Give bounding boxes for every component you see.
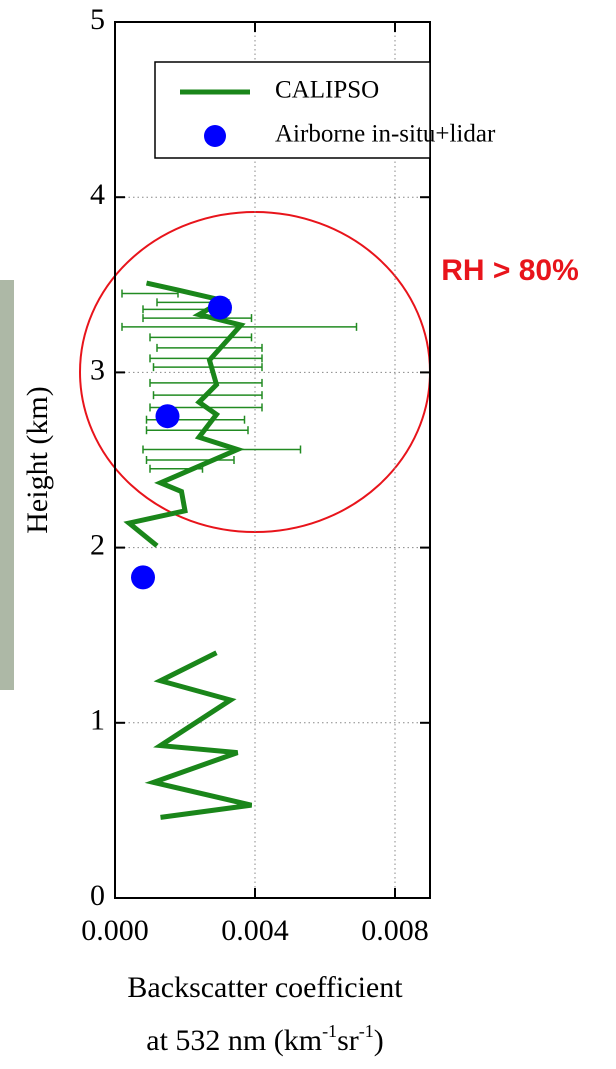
y-tick-label: 4 xyxy=(90,178,105,211)
annotation: RH > 80% xyxy=(441,254,579,287)
data-point xyxy=(208,295,232,320)
error-bar xyxy=(149,333,253,342)
x-tick-label: 0.008 xyxy=(361,914,429,947)
error-bar xyxy=(149,378,263,387)
error-bar xyxy=(142,314,253,323)
plot-frame xyxy=(114,21,431,899)
legend-label: Airborne in-situ+lidar xyxy=(275,121,496,148)
y-axis-label: Height (km) xyxy=(21,386,54,533)
y-tick-label: 1 xyxy=(90,704,105,737)
y-tick-label: 0 xyxy=(90,879,105,912)
x-axis-label: Backscatter coefficient xyxy=(127,971,403,1004)
data-line xyxy=(123,280,253,820)
x-tick-label: 0.004 xyxy=(221,914,289,947)
error-bar xyxy=(152,363,263,372)
x-axis-label-part: -1 xyxy=(359,1021,374,1041)
x-tick-label: 0.000 xyxy=(81,914,149,947)
error-bar xyxy=(149,354,263,363)
x-axis-label-part: at 532 nm (km xyxy=(146,1024,322,1057)
x-axis-label-part: -1 xyxy=(322,1021,337,1041)
error-bar xyxy=(156,343,263,352)
y-tick-label: 2 xyxy=(90,528,105,561)
legend-swatch xyxy=(204,125,226,147)
y-tick-label: 3 xyxy=(90,353,105,386)
x-axis-label-part: ) xyxy=(374,1024,384,1057)
error-bar xyxy=(121,289,179,298)
x-axis-label-part: sr xyxy=(337,1024,359,1057)
background-photo-edge xyxy=(0,280,14,690)
error-bar xyxy=(142,445,302,454)
legend-label: CALIPSO xyxy=(275,77,379,104)
data-point xyxy=(131,565,155,590)
error-bar xyxy=(145,426,249,435)
x-axis-label: at 532 nm (km-1sr-1) xyxy=(146,1021,383,1057)
y-tick-label: 5 xyxy=(90,3,105,36)
legend-box xyxy=(154,61,431,159)
data-point xyxy=(155,404,180,429)
